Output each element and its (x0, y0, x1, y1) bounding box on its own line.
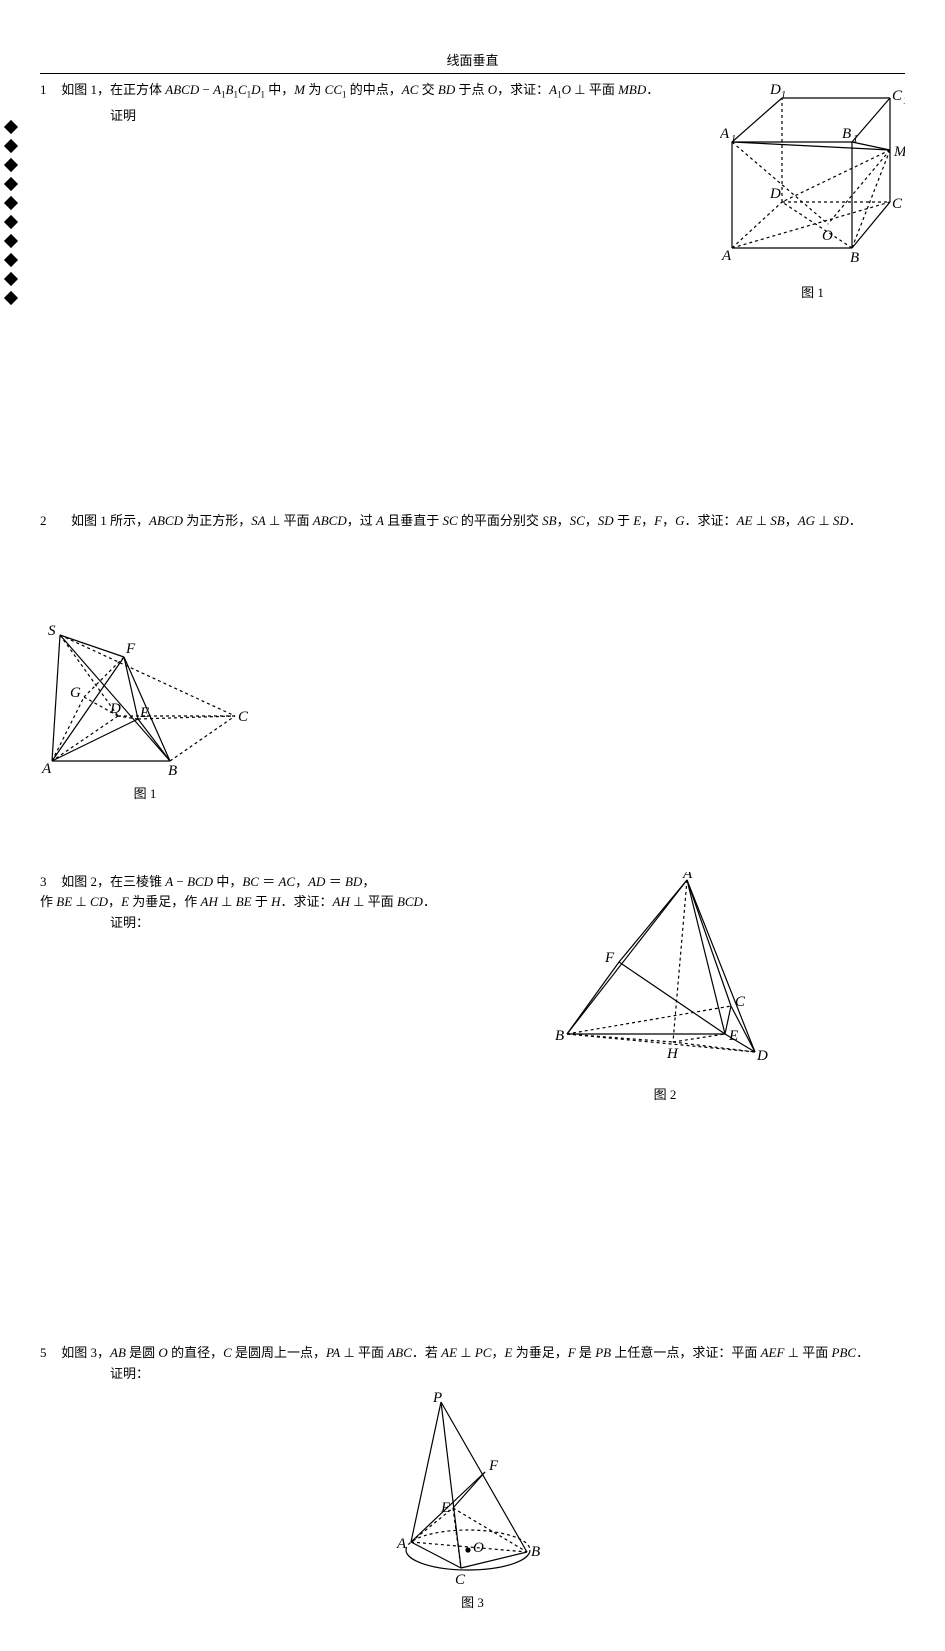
figure-5-cone: A B C O P E F 图 3 (40, 1392, 905, 1611)
svg-text:F: F (125, 641, 136, 657)
problem-2: 2 如图 1 所示，ABCD 为正方形，SA ⊥ 平面 ABCD，过 A 且垂直… (40, 511, 905, 862)
svg-text:C: C (892, 196, 903, 212)
page-title: 线面垂直 (40, 50, 905, 73)
figure-5-caption: 图 3 (393, 1592, 553, 1611)
diamond-icon (4, 253, 18, 267)
svg-text:M: M (893, 144, 905, 160)
problem-5-number: 5 (40, 1343, 58, 1363)
problem-2-text: 2 如图 1 所示，ABCD 为正方形，SA ⊥ 平面 ABCD，过 A 且垂直… (40, 511, 905, 531)
tetra-svg: A B C D E F H (555, 872, 775, 1082)
pyramid-svg: A B C D S E F G (40, 621, 250, 781)
svg-text:O: O (822, 228, 833, 244)
svg-text:H: H (666, 1046, 679, 1062)
diamond-icon (4, 158, 18, 172)
svg-text:E: E (728, 1028, 738, 1044)
problem-5-proof: 证明： (40, 1363, 905, 1382)
svg-text:F: F (604, 950, 615, 966)
figure-3-tetra: A B C D E F H 图 2 (555, 872, 775, 1103)
diamond-icon (4, 234, 18, 248)
figure-2-pyramid: A B C D S E F G 图 1 (40, 621, 905, 802)
svg-text:B: B (555, 1028, 564, 1044)
svg-text:D: D (769, 186, 781, 202)
svg-text:B: B (850, 250, 859, 266)
svg-text:A: A (41, 761, 52, 777)
cone-svg: A B C O P E F (393, 1392, 553, 1592)
svg-text:A: A (682, 872, 693, 882)
problem-1: A B C D A1 B1 C1 D1 M O 图 1 1 如图 1，在正方体 … (40, 80, 905, 501)
problem-5-text: 5 如图 3，AB 是圆 O 的直径，C 是圆周上一点，PA ⊥ 平面 ABC．… (40, 1343, 905, 1363)
svg-text:1: 1 (781, 90, 786, 101)
problem-1-number: 1 (40, 80, 58, 100)
svg-text:D: D (769, 82, 781, 98)
svg-text:E: E (139, 705, 149, 721)
problem-2-number: 2 (40, 511, 58, 531)
svg-text:S: S (48, 623, 56, 639)
svg-text:D: D (756, 1048, 768, 1064)
svg-text:F: F (488, 1458, 499, 1474)
problem-5: 5 如图 3，AB 是圆 O 的直径，C 是圆周上一点，PA ⊥ 平面 ABC．… (40, 1343, 905, 1611)
diamond-icon (4, 272, 18, 286)
svg-text:D: D (109, 701, 121, 717)
svg-text:A: A (396, 1536, 407, 1552)
svg-text:1: 1 (853, 134, 858, 145)
svg-text:B: B (168, 763, 177, 779)
problem-3-proof: 证明： (40, 912, 905, 931)
problem-3-number: 3 (40, 872, 58, 892)
svg-text:C: C (892, 88, 903, 104)
diamond-icon (4, 120, 18, 134)
binding-diamonds (6, 122, 16, 303)
diamond-icon (4, 215, 18, 229)
diamond-icon (4, 177, 18, 191)
svg-text:E: E (440, 1500, 450, 1516)
figure-1-caption: 图 1 (720, 282, 905, 301)
svg-text:G: G (70, 685, 81, 701)
page: 线面垂直 (0, 0, 945, 1651)
svg-text:C: C (735, 994, 746, 1010)
svg-text:1: 1 (903, 96, 905, 107)
diamond-icon (4, 139, 18, 153)
svg-text:P: P (432, 1392, 442, 1406)
svg-text:A: A (720, 126, 730, 142)
svg-text:C: C (238, 709, 249, 725)
diamond-icon (4, 196, 18, 210)
svg-text:C: C (455, 1572, 466, 1588)
svg-text:B: B (842, 126, 851, 142)
diamond-icon (4, 291, 18, 305)
figure-2-caption: 图 1 (40, 783, 250, 802)
svg-text:O: O (473, 1540, 484, 1556)
figure-3-caption: 图 2 (555, 1084, 775, 1103)
svg-text:1: 1 (731, 134, 736, 145)
title-divider (40, 73, 905, 74)
svg-text:B: B (531, 1544, 540, 1560)
cube-svg: A B C D A1 B1 C1 D1 M O (720, 80, 905, 280)
problem-3-text: 3 如图 2，在三棱锥 A − BCD 中，BC ＝ AC，AD ＝ BD， 作… (40, 872, 905, 912)
figure-1-cube: A B C D A1 B1 C1 D1 M O 图 1 (720, 80, 905, 301)
svg-text:A: A (721, 248, 732, 264)
problem-3: A B C D E F H 图 2 3 如图 2，在三棱锥 A − BCD 中，… (40, 872, 905, 1333)
